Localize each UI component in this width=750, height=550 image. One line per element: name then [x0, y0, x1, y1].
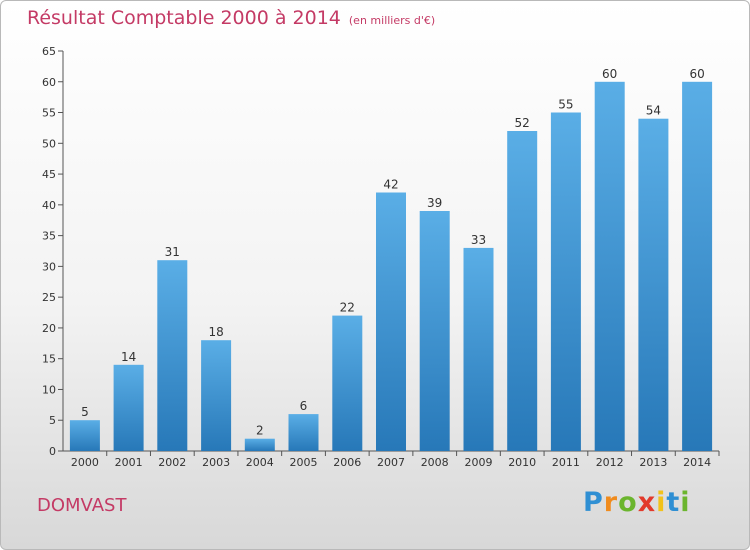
bar	[376, 192, 406, 451]
x-tick-label: 2009	[465, 456, 493, 469]
y-tick-label: 40	[42, 199, 56, 212]
x-tick-label: 2014	[683, 456, 711, 469]
y-tick-label: 55	[42, 107, 56, 120]
bar	[157, 260, 188, 451]
x-tick-label: 2001	[115, 456, 143, 469]
y-tick-label: 45	[42, 168, 56, 181]
x-tick-label: 2002	[158, 456, 186, 469]
x-tick-label: 2005	[290, 456, 318, 469]
x-tick-label: 2000	[71, 456, 99, 469]
commune-name: DOMVAST	[37, 495, 127, 516]
bar-value-label: 6	[300, 399, 308, 413]
chart-title: Résultat Comptable 2000 à 2014 (en millie…	[27, 7, 435, 29]
bar	[244, 438, 275, 451]
y-tick-label: 20	[42, 322, 56, 335]
bar-value-label: 54	[646, 104, 661, 118]
y-tick-label: 25	[42, 291, 56, 304]
bar	[463, 247, 494, 451]
logo-letter: i	[680, 487, 691, 518]
bar	[288, 414, 319, 451]
logo-letter: i	[656, 487, 667, 518]
chart-title-main: Résultat Comptable 2000 à 2014	[27, 7, 341, 29]
x-tick-label: 2013	[639, 456, 667, 469]
y-tick-label: 15	[42, 353, 56, 366]
logo-letter: t	[666, 487, 681, 518]
y-tick-label: 5	[49, 414, 56, 427]
bar	[113, 364, 144, 451]
logo-letter: x	[637, 487, 657, 518]
bar-value-label: 55	[558, 98, 573, 112]
y-tick-label: 0	[49, 445, 56, 458]
bar-value-label: 39	[427, 196, 442, 210]
bar-value-label: 5	[81, 405, 89, 419]
bar	[594, 81, 625, 452]
bar	[638, 118, 669, 451]
y-tick-label: 10	[42, 383, 56, 396]
bar-value-label: 60	[689, 67, 704, 81]
bar-value-label: 60	[602, 67, 617, 81]
x-tick-label: 2008	[421, 456, 449, 469]
chart-title-unit: (en milliers d'€)	[348, 14, 436, 27]
logo-letter: r	[603, 487, 619, 518]
bar	[550, 112, 581, 451]
x-tick-label: 2010	[508, 456, 536, 469]
bar	[201, 340, 232, 451]
bar-value-label: 52	[515, 116, 530, 130]
bar-value-label: 31	[165, 245, 180, 259]
proxiti-logo: Proxiti	[583, 487, 691, 518]
x-tick-label: 2011	[552, 456, 580, 469]
bar-value-label: 42	[383, 178, 398, 192]
bar	[332, 315, 363, 451]
logo-letter: o	[618, 487, 638, 518]
y-tick-label: 50	[42, 137, 56, 150]
x-tick-label: 2003	[202, 456, 230, 469]
bar-value-label: 18	[208, 325, 223, 339]
y-tick-label: 65	[42, 45, 56, 58]
bar-value-label: 22	[340, 301, 355, 315]
bar	[682, 81, 713, 452]
x-tick-label: 2006	[333, 456, 361, 469]
bar	[507, 131, 538, 451]
bar	[69, 420, 100, 451]
x-tick-label: 2004	[246, 456, 274, 469]
bars: 5 14 31 18 2 6 22 42 39 33 52 55 60 54 60	[69, 67, 713, 452]
y-tick-label: 30	[42, 260, 56, 273]
y-tick-label: 60	[42, 76, 56, 89]
bar	[419, 211, 450, 451]
x-tick-label: 2007	[377, 456, 405, 469]
bar-value-label: 33	[471, 233, 486, 247]
bar-value-label: 2	[256, 424, 264, 438]
y-tick-label: 35	[42, 230, 56, 243]
bar-value-label: 14	[121, 350, 136, 364]
x-tick-label: 2012	[596, 456, 624, 469]
logo-letter: P	[583, 487, 604, 518]
